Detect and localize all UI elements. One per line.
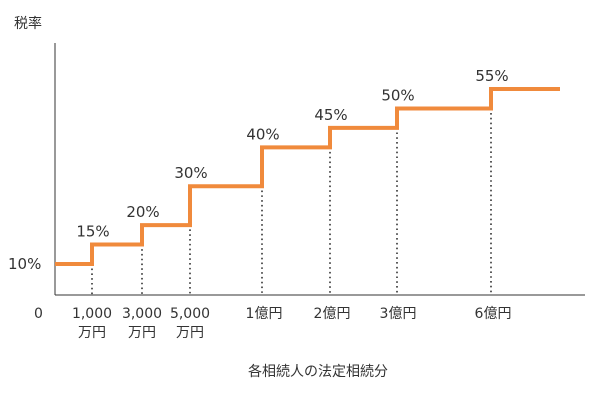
step-line [55,87,560,266]
x-tick-label: 5,000 [170,306,210,322]
y-tick-label: 10% [8,255,41,273]
x-tick-label: 6億円 [475,306,512,322]
rate-label: 20% [126,203,159,221]
y-axis-label: 税率 [14,15,42,32]
x-tick-labels: 1,000 万円 3,000 万円 5,000 万円 1億円 2億円 3億円 6億円 [72,306,512,341]
x-axis-label: 各相続人の法定相続分 [248,363,388,380]
dotted-drop-lines [91,89,492,295]
origin-label: 0 [34,306,43,322]
rate-label: 50% [381,86,414,104]
x-tick-label: 3,000 [122,306,162,322]
x-tick-label: 万円 [176,325,204,341]
x-tick-label: 1,000 [72,306,112,322]
rate-label: 55% [475,67,508,85]
rate-label: 45% [314,106,347,124]
x-tick-label: 万円 [128,325,156,341]
x-tick-label: 万円 [78,325,106,341]
x-tick-label: 2億円 [314,306,351,322]
rate-label: 40% [246,125,279,143]
rate-label: 15% [76,223,109,241]
tax-rate-step-line [55,87,560,266]
rate-labels: 15% 20% 30% 40% 45% 50% 55% [76,67,508,241]
rate-label: 30% [174,164,207,182]
x-tick-label: 3億円 [380,306,417,322]
x-tick-label: 1億円 [246,306,283,322]
